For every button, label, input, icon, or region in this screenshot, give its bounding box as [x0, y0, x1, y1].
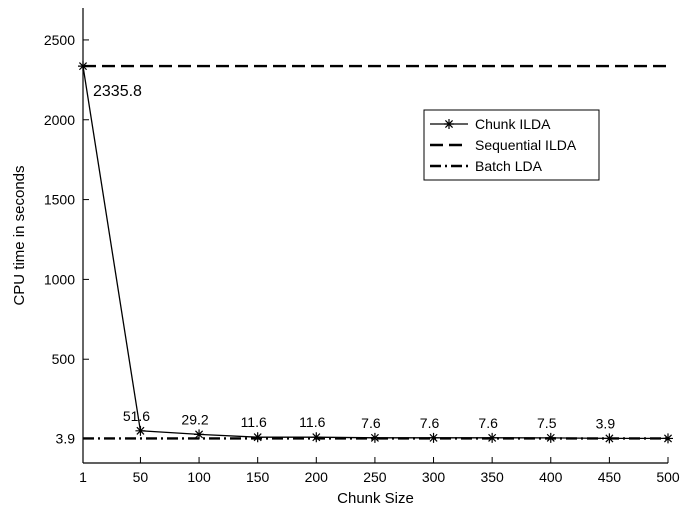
x-tick-label: 150 [246, 469, 270, 485]
data-label: 2335.8 [93, 83, 142, 100]
x-tick-label: 50 [133, 469, 149, 485]
y-tick-label: 500 [52, 351, 76, 367]
data-label: 11.6 [299, 414, 325, 430]
x-tick-label: 200 [305, 469, 329, 485]
x-tick-label: 400 [539, 469, 563, 485]
legend-entry: Batch LDA [475, 158, 543, 174]
y-tick-label: 1500 [44, 192, 75, 208]
x-tick-label: 450 [598, 469, 622, 485]
x-tick-label: 300 [422, 469, 446, 485]
data-point-marker [428, 432, 439, 443]
x-tick-label: 250 [363, 469, 387, 485]
data-label: 7.5 [537, 415, 557, 431]
y-tick-label: 2500 [44, 32, 75, 48]
data-point-marker [135, 425, 146, 436]
data-label: 7.6 [478, 415, 498, 431]
data-label: 29.2 [181, 411, 208, 427]
legend-box [423, 109, 600, 181]
y-tick-label: 1000 [44, 271, 75, 287]
legend: Chunk ILDA Sequential ILDA Batch LDA [423, 109, 600, 181]
series-layer [78, 61, 673, 444]
data-label: 51.6 [123, 408, 150, 424]
legend-entry: Sequential ILDA [475, 137, 577, 153]
data-point-marker [663, 433, 673, 444]
data-point-marker [369, 432, 380, 443]
legend-entry: Chunk ILDA [475, 116, 551, 132]
legend-marker [444, 119, 454, 129]
y-axis-label: CPU time in seconds [11, 165, 28, 305]
tick-labels: 1 50 100 150 200 250 300 350 400 450 5003.95001000… [44, 32, 680, 485]
data-label: 11.6 [241, 414, 267, 430]
data-label: 3.9 [596, 415, 616, 431]
axes [82, 8, 669, 464]
x-tick-label: 500 [656, 469, 680, 485]
y-tick-label: 3.9 [56, 430, 76, 446]
x-axis-label: Chunk Size [337, 490, 414, 507]
data-labels: 2335.8 51.6 29.2 11.6 11.6 7.6 7.6 7.6 7.5 3.9 [93, 83, 615, 431]
data-label: 7.6 [361, 415, 381, 431]
x-tick-label: 100 [187, 469, 211, 485]
data-point-marker [194, 429, 205, 440]
x-tick-label: 350 [480, 469, 504, 485]
x-tick-label: 1 [79, 469, 87, 485]
data-label: 7.6 [420, 415, 440, 431]
y-tick-label: 2000 [44, 112, 75, 128]
